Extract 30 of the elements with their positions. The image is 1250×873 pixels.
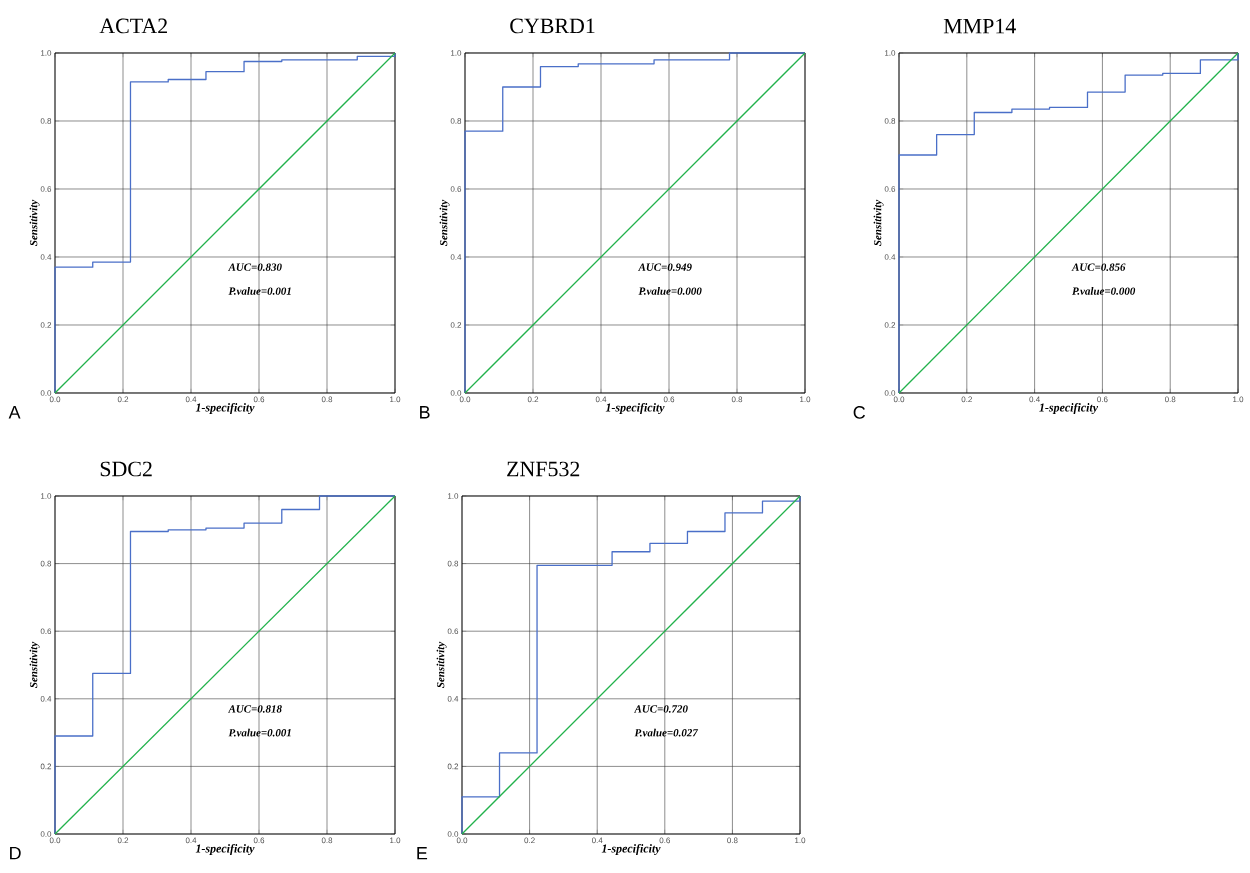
y-axis-title: Sensitivity xyxy=(29,199,40,246)
x-axis-title: 1-specificity xyxy=(1039,402,1099,414)
chart-title: ACTA2 xyxy=(99,18,167,34)
text: C xyxy=(853,406,866,419)
y-axis-title: Sensitivity xyxy=(436,641,447,688)
annotation: AUC=0.949 xyxy=(637,263,692,271)
annotation: P.value=0.027 xyxy=(634,728,699,737)
chart-title: SDC2 xyxy=(100,461,152,477)
annotation: AUC=0.830 xyxy=(227,263,282,271)
chart-title: CYBRD1 xyxy=(510,18,595,34)
annotation: P.value=0.001 xyxy=(228,728,291,737)
x-axis-title: 1-specificity xyxy=(195,844,255,855)
annotation: AUC=0.856 xyxy=(1071,263,1126,271)
y-axis-title: Sensitivity xyxy=(873,199,884,246)
x-axis-title: 1-specificity xyxy=(195,402,255,414)
text: E xyxy=(417,847,428,860)
y-axis-title: Sensitivity xyxy=(439,199,450,246)
y-axis-title: Sensitivity xyxy=(29,641,40,688)
chart-title: MMP14 xyxy=(943,18,1016,34)
text: B xyxy=(420,406,430,419)
text: A xyxy=(8,406,21,419)
annotation: AUC=0.720 xyxy=(633,705,688,713)
annotation: P.value=0.001 xyxy=(228,287,291,295)
annotation: AUC=0.818 xyxy=(227,705,282,713)
text: D xyxy=(10,847,21,860)
annotation: P.value=0.000 xyxy=(638,287,702,295)
x-axis-title: 1-specificity xyxy=(605,402,665,414)
annotation: P.value=0.000 xyxy=(1072,287,1136,295)
chart-title: ZNF532 xyxy=(507,461,580,477)
x-axis-title: 1-specificity xyxy=(601,844,661,855)
